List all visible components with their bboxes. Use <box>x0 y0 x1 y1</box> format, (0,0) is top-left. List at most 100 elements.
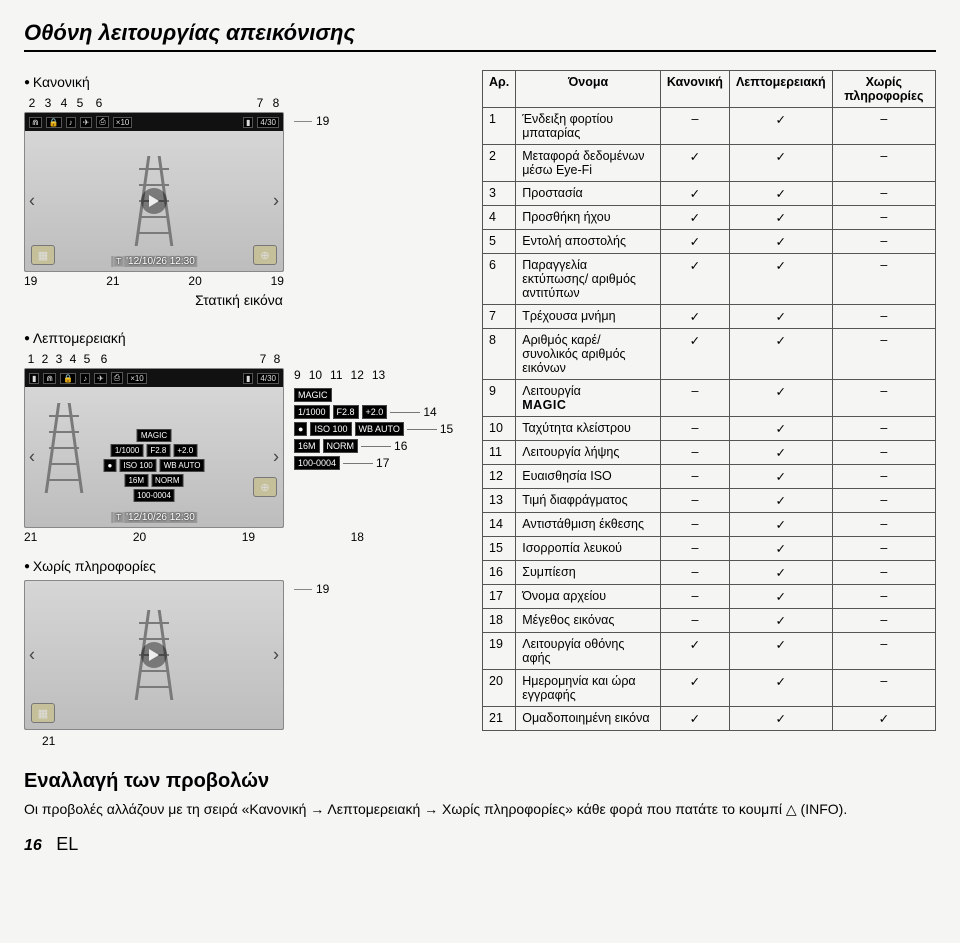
cell-name: Αριθμός καρέ/ συνολικός αριθμός εικόνων <box>516 329 661 380</box>
cell-normal: – <box>660 585 729 609</box>
cell-normal: – <box>660 417 729 441</box>
cell-noinfo: – <box>832 537 935 561</box>
cell-detailed: ✓ <box>729 585 832 609</box>
callout-num: 7 <box>256 352 270 366</box>
callout-num: 19 <box>316 114 329 128</box>
cell-num: 18 <box>483 609 516 633</box>
still-image-caption: Στατική εικόνα <box>24 292 454 308</box>
cell-num: 15 <box>483 537 516 561</box>
cell-normal: ✓ <box>660 670 729 707</box>
lock-icon: 🔒 <box>60 373 76 384</box>
table-row: 14Αντιστάθμιση έκθεσης–✓– <box>483 513 936 537</box>
cell-name: Ισορροπία λευκού <box>516 537 661 561</box>
cell-noinfo: – <box>832 441 935 465</box>
cell-noinfo: – <box>832 305 935 329</box>
cell-num: 13 <box>483 489 516 513</box>
table-row: 2Μεταφορά δεδομένων μέσω Eye-Fi✓✓– <box>483 145 936 182</box>
callout-num: 14 <box>423 405 436 419</box>
th-detailed: Λεπτομερειακή <box>729 71 832 108</box>
play-icon <box>141 642 167 668</box>
cell-num: 16 <box>483 561 516 585</box>
cell-noinfo: – <box>832 513 935 537</box>
screen-detailed: ▮ ⋒ 🔒 ♪ ✈ ⎙ ×10 ▮ 4/30 <box>24 368 284 528</box>
info-overlay: MAGIC 1/1000 F2.8 +2.0 ● ISO 100 WB AUTO <box>104 429 205 502</box>
table-row: 11Λειτουργία λήψης–✓– <box>483 441 936 465</box>
wifi-icon: ⋒ <box>29 117 42 128</box>
ladder-graphic <box>45 403 83 493</box>
callout-num: 20 <box>188 274 201 288</box>
cell-num: 3 <box>483 182 516 206</box>
cell-normal: – <box>660 380 729 417</box>
section-normal-label: Κανονική <box>24 74 454 90</box>
cell-detailed: ✓ <box>729 206 832 230</box>
print-icon: ⎙ <box>111 372 123 384</box>
page-footer: 16 EL <box>24 834 936 855</box>
callout-num: 4 <box>66 352 80 366</box>
table-row: 1Ένδειξη φορτίου μπαταρίας–✓– <box>483 108 936 145</box>
cell-detailed: ✓ <box>729 707 832 731</box>
callout-num: 21 <box>24 530 37 544</box>
cell-name: Συμπίεση <box>516 561 661 585</box>
audio-icon: ♪ <box>80 373 90 384</box>
cell-noinfo: – <box>832 417 935 441</box>
cell-detailed: ✓ <box>729 465 832 489</box>
cell-name: Αντιστάθμιση έκθεσης <box>516 513 661 537</box>
cell-normal: – <box>660 561 729 585</box>
table-row: 5Εντολή αποστολής✓✓– <box>483 230 936 254</box>
wifi-icon: ⋒ <box>43 373 56 384</box>
cell-noinfo: – <box>832 329 935 380</box>
callout-detail-panel: MAGIC 1/1000 F2.8 +2.0 14 ● ISO 100 WB A… <box>294 388 453 470</box>
table-row: 15Ισορροπία λευκού–✓– <box>483 537 936 561</box>
cell-normal: ✓ <box>660 230 729 254</box>
cell-num: 4 <box>483 206 516 230</box>
zoom-button: ⊕ <box>253 245 277 265</box>
group-indicator: ▦ <box>31 703 55 723</box>
table-row: 4Προσθήκη ήχου✓✓– <box>483 206 936 230</box>
prev-chevron-icon: ‹ <box>29 645 35 666</box>
cell-noinfo: – <box>832 230 935 254</box>
cell-detailed: ✓ <box>729 670 832 707</box>
cell-detailed: ✓ <box>729 305 832 329</box>
cell-normal: ✓ <box>660 633 729 670</box>
cell-num: 11 <box>483 441 516 465</box>
cell-noinfo: – <box>832 254 935 305</box>
callout-num: 8 <box>268 96 284 110</box>
cell-detailed: ✓ <box>729 145 832 182</box>
callout-num: 1 <box>24 352 38 366</box>
table-row: 9ΛειτουργίαMAGIC–✓– <box>483 380 936 417</box>
cell-name: Μέγεθος εικόνας <box>516 609 661 633</box>
cell-noinfo: – <box>832 465 935 489</box>
print-icon: ⎙ <box>96 116 108 128</box>
cell-detailed: ✓ <box>729 254 832 305</box>
cell-name: Παραγγελία εκτύπωσης/ αριθμός αντιτύπων <box>516 254 661 305</box>
cell-detailed: ✓ <box>729 230 832 254</box>
callout-num: 3 <box>52 352 66 366</box>
cell-num: 10 <box>483 417 516 441</box>
cell-detailed: ✓ <box>729 633 832 670</box>
cell-detailed: ✓ <box>729 441 832 465</box>
cell-noinfo: – <box>832 633 935 670</box>
cell-noinfo: – <box>832 670 935 707</box>
callout-num: 11 <box>330 368 342 382</box>
x10-label: ×10 <box>113 117 133 128</box>
table-row: 8Αριθμός καρέ/ συνολικός αριθμός εικόνων… <box>483 329 936 380</box>
table-row: 3Προστασία✓✓– <box>483 182 936 206</box>
callout-num: 18 <box>351 530 364 544</box>
cell-num: 21 <box>483 707 516 731</box>
callout-num: 19 <box>316 582 329 596</box>
cell-num: 14 <box>483 513 516 537</box>
cell-normal: ✓ <box>660 182 729 206</box>
next-chevron-icon: › <box>273 447 279 468</box>
cell-detailed: ✓ <box>729 609 832 633</box>
battery-icon: ▮ <box>29 373 39 384</box>
cell-noinfo: – <box>832 380 935 417</box>
title-underline <box>24 50 936 52</box>
x10-label: ×10 <box>127 373 147 384</box>
table-row: 12Ευαισθησία ISO–✓– <box>483 465 936 489</box>
cell-num: 5 <box>483 230 516 254</box>
callout-num: 19 <box>24 274 37 288</box>
cell-name: Μεταφορά δεδομένων μέσω Eye-Fi <box>516 145 661 182</box>
callout-num: 6 <box>94 352 114 366</box>
play-icon <box>141 188 167 214</box>
next-chevron-icon: › <box>273 645 279 666</box>
